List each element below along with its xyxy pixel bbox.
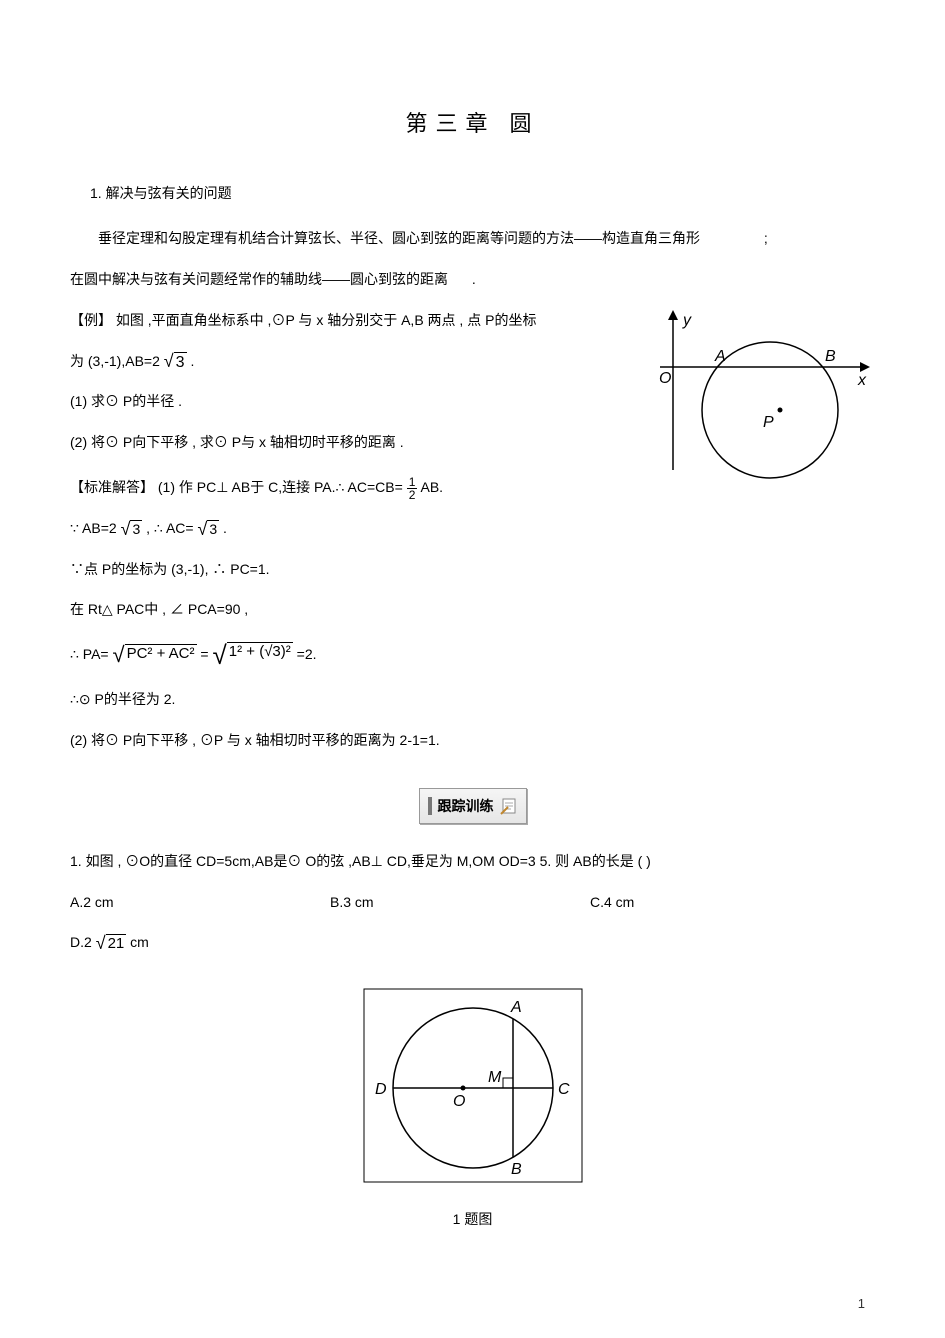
notebook-icon (500, 797, 518, 815)
label-y: y (682, 312, 692, 329)
q1-stem: 1. 如图 , ⊙O的直径 CD=5cm,AB是⊙ O的弦 ,AB⊥ CD,垂足… (70, 846, 875, 877)
answer-line-7: (2) 将⊙ P向下平移 , ⊙P 与 x 轴相切时平移的距离为 2-1=1. (70, 725, 875, 756)
diagram2-border (364, 989, 582, 1182)
badge-edge (428, 797, 432, 815)
practice-badge-wrap: 跟踪训练 (70, 788, 875, 826)
answer5-eq: = (200, 646, 208, 662)
practice-badge: 跟踪训练 (419, 788, 527, 825)
label-d2: D (375, 1081, 387, 1098)
label-a2: A (510, 999, 522, 1016)
option-d: D.2 √ 21 cm (70, 927, 330, 958)
label-o2: O (453, 1093, 465, 1110)
sqrt-3: √ 3 (164, 352, 187, 372)
label-b2: B (511, 1161, 522, 1178)
option-c: C.4 cm (590, 887, 850, 918)
intro-line-1: 垂径定理和勾股定理有机结合计算弦长、半径、圆心到弦的距离等问题的方法——构造直角… (70, 223, 875, 254)
example-stem2-post: . (190, 353, 194, 369)
example-stem-1: 如图 ,平面直角坐标系中 ,⊙P 与 x 轴分别交于 A,B 两点 , 点 P的… (116, 312, 537, 328)
q1-options: A.2 cm B.3 cm C.4 cm D.2 √ 21 cm (70, 887, 875, 969)
option-d-post: cm (130, 934, 149, 950)
page-number: 1 (858, 1290, 865, 1319)
frac-den: 2 (407, 489, 418, 501)
sqrt-3b: √3 (121, 520, 143, 538)
intro-tail-2: . (472, 271, 476, 287)
option-d-pre: D.2 (70, 934, 92, 950)
intro-tail-1: ; (764, 230, 768, 246)
sqrt-pc2ac2: √ PC² + AC² (113, 644, 197, 666)
intro-line-2: 在圆中解决与弦有关问题经常作的辅助线——圆心到弦的距离 . (70, 264, 875, 295)
badge-text: 跟踪训练 (438, 791, 494, 822)
answer-line-4: 在 Rt△ PAC中 , ∠ PCA=90 , (70, 594, 875, 625)
sqrt-1plus3: √ 1² + (√3)² (212, 642, 292, 668)
sqrt-3c: √3 (197, 520, 219, 538)
chapter-title: 第三章 圆 (70, 100, 875, 148)
answer5-pre: ∴ PA= (70, 646, 109, 662)
answer2-pre: ∵ AB=2 (70, 520, 117, 536)
fraction-half: 1 2 (407, 476, 418, 501)
point-o (460, 1086, 465, 1091)
answer-line-2: ∵ AB=2 √3 , ∴ AC= √3 . (70, 513, 875, 544)
radical-sign: √ (164, 352, 174, 370)
label-o: O (659, 370, 671, 387)
label-a: A (714, 348, 726, 365)
label-c2: C (558, 1081, 570, 1098)
label-x: x (857, 372, 867, 389)
intro-text-1: 垂径定理和勾股定理有机结合计算弦长、半径、圆心到弦的距离等问题的方法——构造直角… (98, 230, 700, 246)
example-stem2-pre: 为 (3,-1),AB=2 (70, 353, 164, 369)
sqrt-21: √ 21 (96, 934, 127, 953)
example-label: 【例】 (70, 312, 112, 328)
answer-label: 【标准解答】 (70, 479, 154, 495)
diagram-bg (645, 305, 875, 485)
example-diagram: y x O A B P (645, 305, 875, 496)
radicand-inner: 1² + (√3)² (227, 642, 293, 663)
radicand-3: 3 (174, 352, 187, 372)
answer2-post: . (223, 520, 227, 536)
answer1-post: AB. (421, 479, 444, 495)
answer1-pre: (1) 作 PC⊥ AB于 C,连接 PA.∴ AC=CB= (158, 479, 403, 495)
radicand-21: 21 (106, 934, 127, 953)
frac-num: 1 (407, 476, 418, 489)
label-b: B (825, 348, 836, 365)
option-b: B.3 cm (330, 887, 590, 918)
figure-caption: 1 题图 (70, 1204, 875, 1235)
answer-line-6: ∴⊙ P的半径为 2. (70, 684, 875, 715)
section-heading: 1. 解决与弦有关的问题 (70, 178, 875, 209)
answer-line-3: ∵点 P的坐标为 (3,-1), ∴ PC=1. (70, 554, 875, 585)
radicand-outer: PC² + AC² (125, 644, 197, 663)
answer2-mid: , ∴ AC= (146, 520, 193, 536)
option-a: A.2 cm (70, 887, 330, 918)
label-m: M (488, 1069, 502, 1086)
label-p-text: P (763, 414, 774, 431)
answer-line-5: ∴ PA= √ PC² + AC² = √ 1² + (√3)² =2. (70, 639, 875, 670)
intro-text-2: 在圆中解决与弦有关问题经常作的辅助线——圆心到弦的距离 (70, 271, 448, 287)
point-p (778, 407, 783, 412)
answer5-post: =2. (297, 646, 317, 662)
q1-diagram: A B C D O M (70, 988, 875, 1194)
